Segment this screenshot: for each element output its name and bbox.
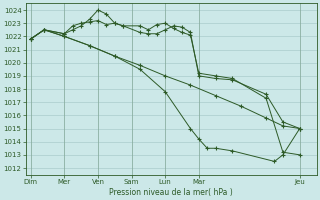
- X-axis label: Pression niveau de la mer( hPa ): Pression niveau de la mer( hPa ): [109, 188, 233, 197]
